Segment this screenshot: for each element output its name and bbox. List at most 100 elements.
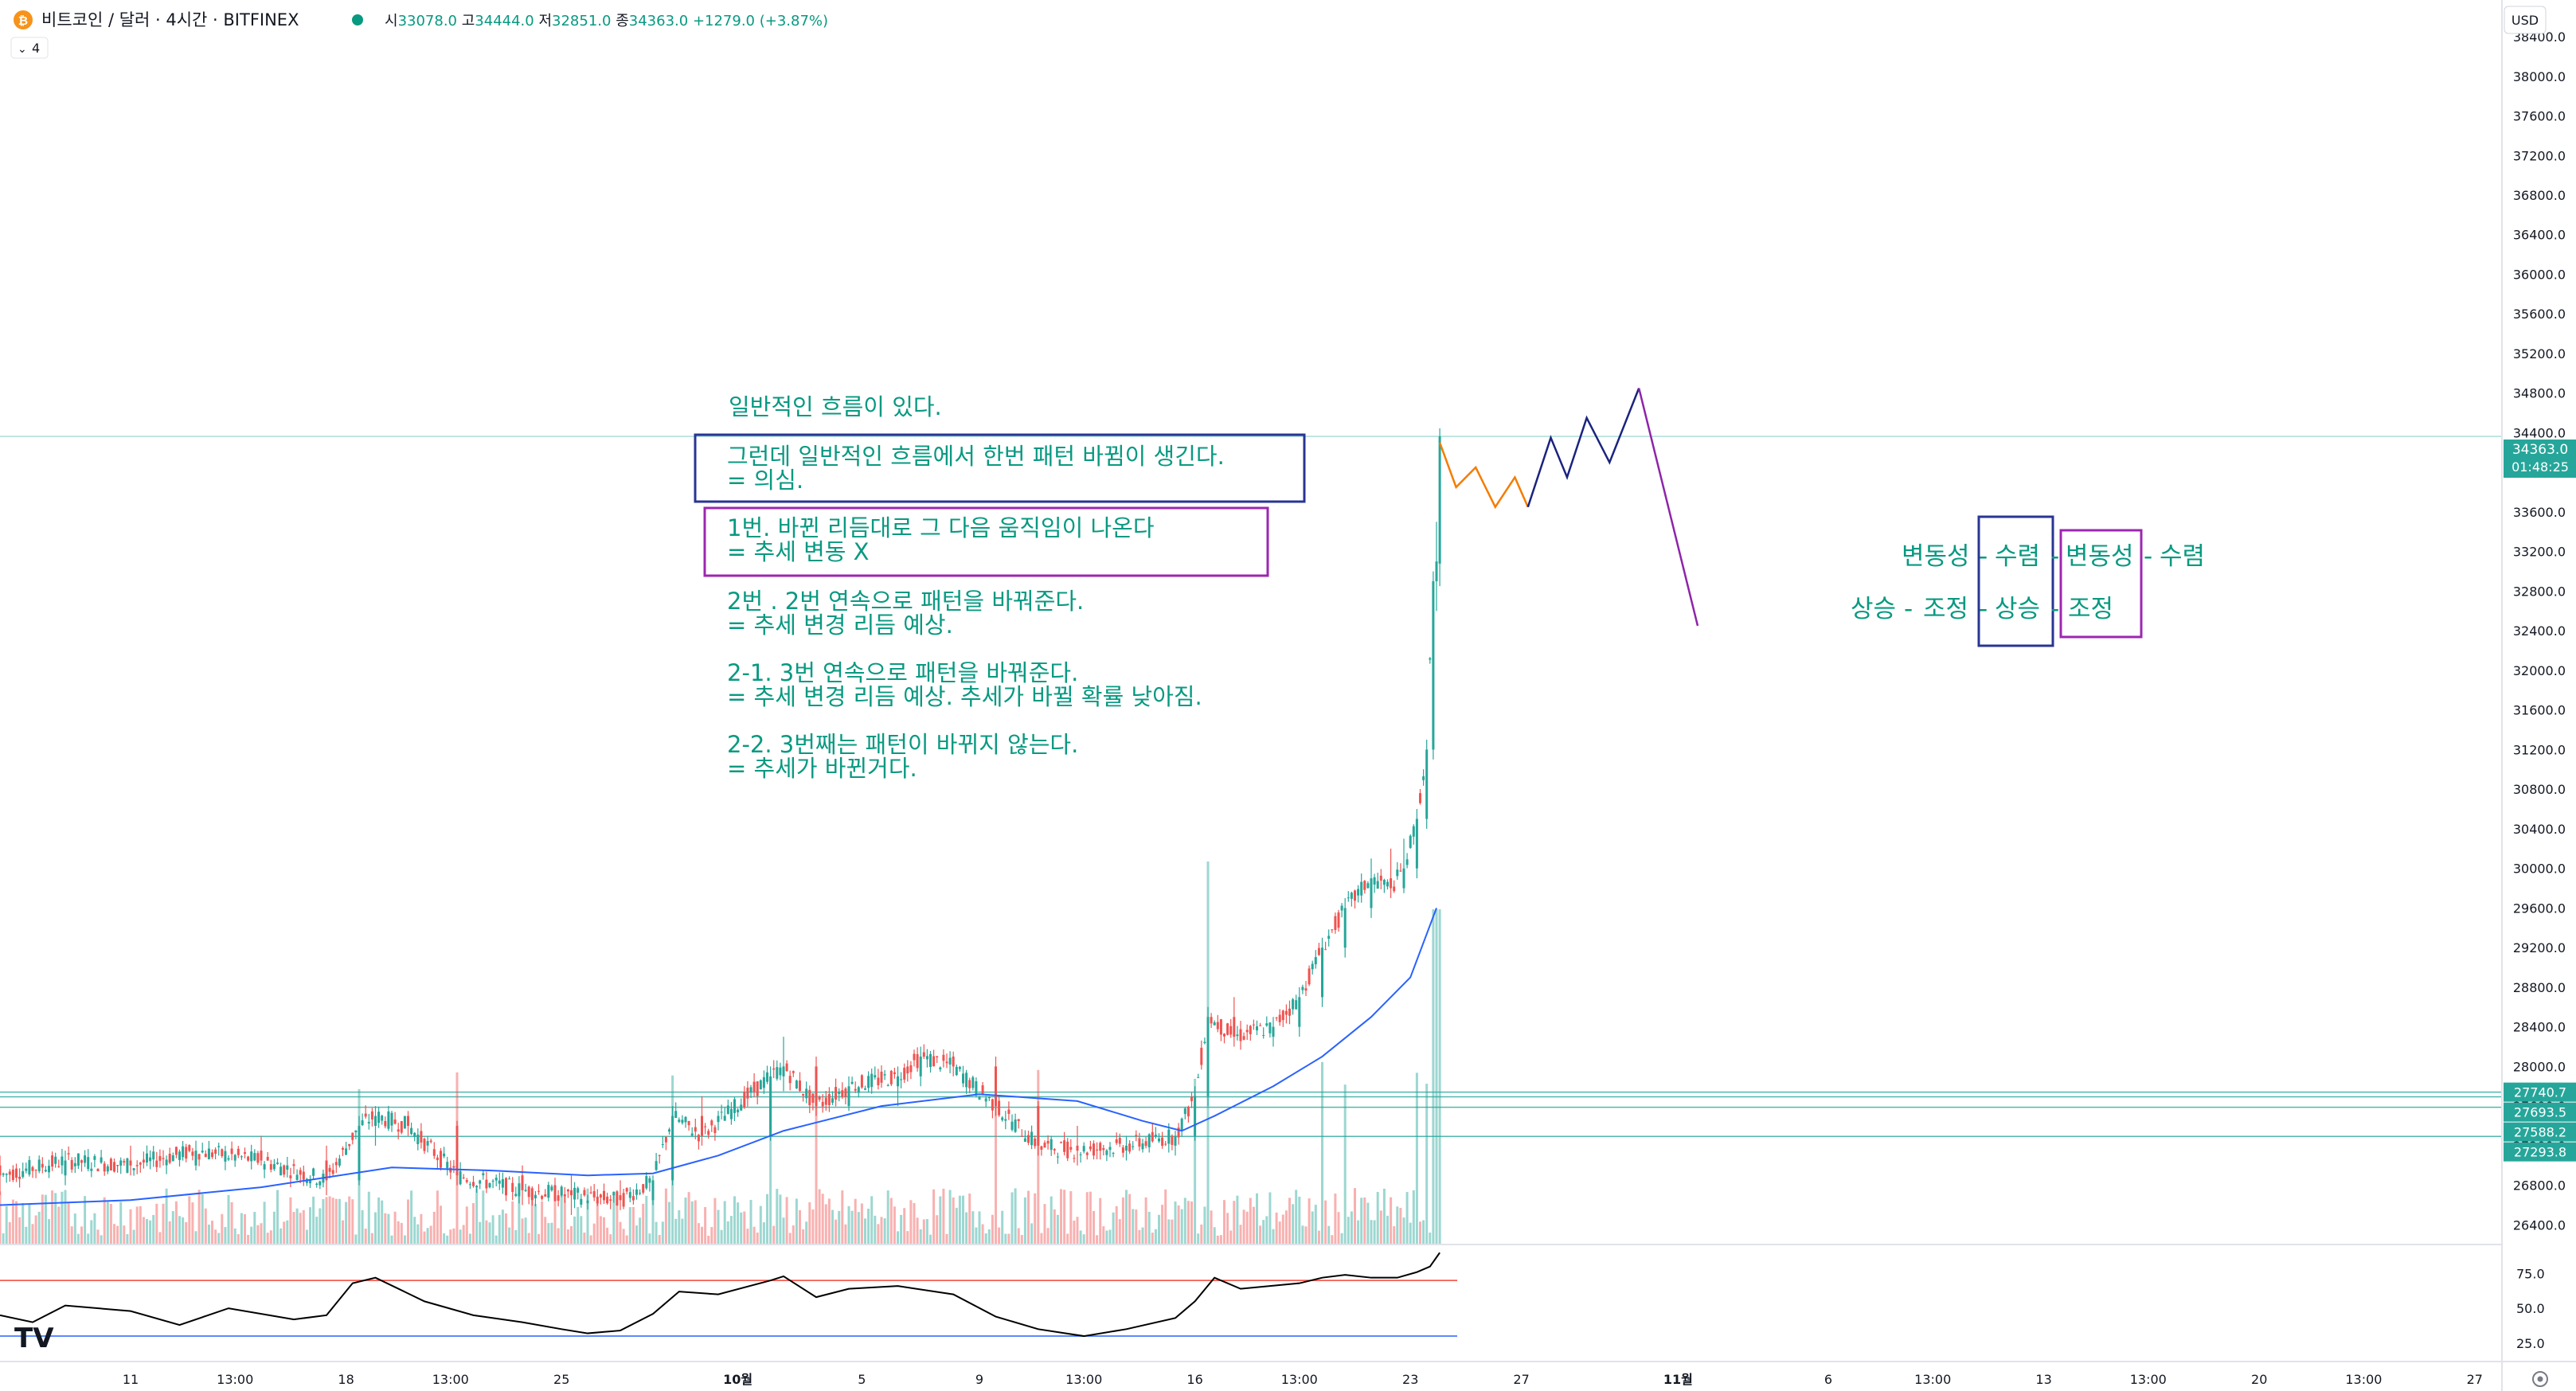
time-tick-label: 11월: [1663, 1372, 1693, 1387]
price-tick-label: 34400.0: [2513, 425, 2566, 440]
diagram-box-purple[interactable]: [2059, 529, 2143, 639]
volume-bar: [573, 1216, 577, 1244]
note-box-purple[interactable]: [703, 506, 1269, 577]
candle-body: [1210, 1017, 1213, 1024]
candle-body: [279, 1166, 283, 1176]
candle-body: [906, 1066, 909, 1074]
volume-bar: [305, 1229, 308, 1244]
volume-bar: [1200, 1224, 1203, 1244]
price-tick-label: 28400.0: [2513, 1020, 2566, 1035]
candle-body: [240, 1156, 243, 1158]
volume-bar: [41, 1194, 44, 1244]
candle-body: [475, 1186, 479, 1188]
candle-body: [1043, 1143, 1046, 1148]
time-tick-label: 23: [1402, 1372, 1418, 1387]
candle-body: [155, 1160, 158, 1167]
candle-body: [592, 1190, 596, 1198]
volume-bar: [547, 1223, 550, 1244]
price-tick-label: 26800.0: [2513, 1178, 2566, 1194]
candle-body: [1256, 1026, 1258, 1031]
candle-body: [511, 1182, 514, 1192]
candle-body: [508, 1178, 511, 1180]
candle-body: [612, 1191, 616, 1196]
candle-body: [766, 1072, 768, 1082]
volume-bar: [84, 1196, 87, 1244]
candle-body: [207, 1148, 210, 1159]
candle-body: [658, 1155, 661, 1156]
candle-body: [8, 1171, 11, 1175]
volume-bar: [900, 1214, 903, 1244]
candle-body: [570, 1190, 573, 1196]
candle-body: [541, 1195, 544, 1199]
volume-bar: [472, 1202, 475, 1244]
volume-bar: [334, 1198, 338, 1244]
note-box-blue[interactable]: [694, 433, 1306, 503]
candle-body: [811, 1093, 815, 1104]
volume-bar: [651, 1199, 655, 1244]
candle-body: [158, 1155, 162, 1161]
candle-body: [1108, 1147, 1112, 1151]
volume-bar: [21, 1203, 25, 1244]
volume-bar: [1331, 1235, 1334, 1244]
candle-body: [889, 1070, 893, 1084]
candle-body: [514, 1194, 518, 1197]
settings-gear-icon[interactable]: [2532, 1371, 2548, 1387]
volume-bar: [854, 1198, 857, 1244]
volume-bar: [769, 1083, 772, 1244]
indicators-toggle[interactable]: ⌄ 4: [10, 37, 49, 59]
candle-body: [1262, 1035, 1265, 1037]
candle-body: [1236, 1034, 1239, 1037]
candle-body: [348, 1143, 351, 1147]
volume-bar: [1167, 1219, 1171, 1244]
pattern-diagram[interactable]: 변동성 - 수렴 - 변동성 - 수렴 상승 - 조정 - 상승 - 조정: [1851, 515, 2205, 647]
volume-bar: [756, 1233, 759, 1244]
candle-body: [1393, 886, 1396, 892]
candle-body: [687, 1120, 690, 1126]
candle-body: [628, 1192, 631, 1198]
candle-body: [710, 1120, 713, 1126]
candle-body: [893, 1072, 896, 1075]
volume-bar: [743, 1211, 746, 1244]
currency-button[interactable]: [2504, 6, 2547, 34]
annotation-notes[interactable]: 일반적인 흐름이 있다. 그런데 일반적인 흐름에서 한번 패턴 바뀜이 생긴다…: [694, 393, 1306, 782]
time-axis[interactable]: 11 13:00 18 13:00 25 10월 5 9 13:00 16 13:00 23 27 11월…: [0, 1361, 2576, 1387]
volume-bar: [1034, 1193, 1037, 1244]
candle-body: [149, 1157, 152, 1162]
candle-body: [664, 1137, 667, 1143]
volume-bar: [508, 1227, 511, 1244]
volume-bar: [322, 1198, 325, 1244]
candle-body: [1317, 948, 1320, 955]
volume-bar: [909, 1200, 913, 1244]
volume-bar: [690, 1201, 694, 1244]
volume-bar: [766, 1194, 768, 1244]
volume-bar: [361, 1209, 364, 1244]
volume-bar: [182, 1217, 185, 1244]
candle-body: [1001, 1117, 1004, 1120]
diagram-box-blue[interactable]: [1977, 515, 2054, 647]
candle-body: [413, 1132, 416, 1137]
volume-bar: [635, 1225, 638, 1244]
volume-bar: [201, 1194, 204, 1244]
volume-bar: [867, 1209, 870, 1244]
candle-body: [1219, 1019, 1222, 1035]
symbol-legend[interactable]: ₿ 비트코인 / 달러 · 4시간 · BITFINEX 시33078.0 고3…: [10, 10, 828, 59]
candle-body: [64, 1160, 67, 1176]
candle-body: [505, 1178, 507, 1196]
price-axis[interactable]: 26400.026800.027200.027600.028000.028400…: [2501, 0, 2576, 1391]
volume-bar: [149, 1220, 152, 1244]
candle-body: [877, 1077, 880, 1085]
diagram-row2-rise-2: 상승: [1995, 595, 2040, 623]
candle-body: [1073, 1158, 1076, 1159]
candle-body: [11, 1169, 14, 1180]
tradingview-logo[interactable]: TV: [14, 1323, 54, 1354]
candle-body: [818, 1096, 821, 1100]
volume-bar: [541, 1201, 544, 1244]
note-box1-line2: = 의심.: [727, 467, 803, 494]
candle-body: [2, 1173, 5, 1175]
volume-bar: [864, 1218, 866, 1244]
volume-bar: [740, 1212, 743, 1244]
candle-body: [1115, 1139, 1118, 1143]
volume-bar: [860, 1203, 863, 1244]
volume-bar: [1132, 1209, 1135, 1244]
